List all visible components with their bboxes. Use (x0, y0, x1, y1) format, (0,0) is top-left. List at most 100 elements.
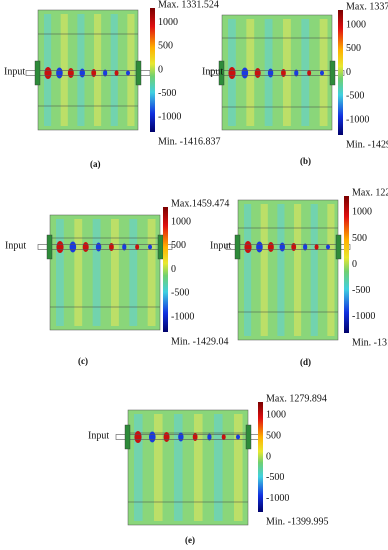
min-label: Min. -1429.04 (346, 139, 388, 150)
field-lobe (192, 433, 198, 441)
field-lobe (91, 69, 97, 77)
field-lobe (56, 67, 63, 79)
max-label: Max.1459.474 (171, 198, 229, 209)
port-flange (335, 234, 342, 260)
input-port (37, 244, 173, 250)
input-label: Input (202, 66, 223, 77)
max-label: Max. 1331.524 (158, 0, 219, 10)
field-domain (221, 14, 333, 131)
min-label: Min. -1416.837 (158, 136, 221, 147)
field-band (234, 414, 243, 521)
colorbar-tick-label: 500 (266, 430, 281, 441)
colorbar-tick-label: -1000 (266, 493, 289, 504)
panel: Input Max. 1337.657 Min. -1429.04 1000 500 0 -… (202, 1, 388, 166)
field-lobe (207, 433, 212, 441)
port-flange (234, 234, 241, 260)
field-lobe (314, 244, 319, 250)
colorbar-tick-label: 1000 (171, 216, 191, 227)
field-band (310, 204, 318, 336)
field-lobe (241, 67, 249, 79)
panel-caption: (a) (90, 159, 101, 169)
field-lobe (326, 244, 330, 250)
colorbar-tick-label: -500 (171, 288, 189, 299)
port-flange (245, 424, 252, 450)
colorbar (163, 207, 168, 332)
colorbar-tick-label: -1000 (346, 114, 369, 125)
field-band (301, 19, 310, 126)
colorbar-tick-label: -500 (158, 88, 176, 99)
field-lobe (291, 243, 297, 251)
field-lobe (69, 241, 77, 253)
colorbar-tick-label: -500 (266, 472, 284, 483)
field-lobe (228, 67, 236, 79)
colorbar-tick-label: 500 (158, 41, 173, 52)
port-flange (329, 60, 336, 86)
field-lobe (244, 241, 252, 253)
max-label: Max. 1337.657 (346, 1, 388, 12)
colorbar (150, 8, 155, 132)
panel-caption: (b) (300, 156, 311, 166)
colorbar-tick-label: 0 (158, 64, 163, 75)
colorbar-tick-label: 500 (171, 240, 186, 251)
field-lobe (163, 432, 170, 442)
field-lobe (307, 70, 312, 76)
field-lobe (82, 242, 89, 252)
port-flange (46, 234, 53, 260)
field-lobe (135, 244, 140, 250)
field-lobe (148, 431, 156, 443)
field-lobe (44, 67, 52, 79)
field-lobe (256, 241, 263, 253)
colorbar (258, 402, 263, 512)
port-flange (34, 60, 41, 86)
panel-caption: (c) (78, 356, 88, 366)
field-lobe (114, 70, 119, 76)
port-flange (135, 60, 142, 86)
field-lobe (254, 68, 261, 78)
field-lobe (67, 68, 74, 78)
field-lobe (267, 242, 274, 252)
colorbar-tick-label: 0 (266, 451, 271, 462)
field-lobe (148, 244, 152, 250)
colorbar-tick-label: 500 (346, 43, 361, 54)
field-band (111, 219, 119, 326)
min-label: Min. -1429.04 (171, 336, 229, 347)
field-lobe (279, 242, 285, 252)
panel-caption: (e) (185, 535, 195, 545)
field-band (283, 19, 291, 126)
input-label: Input (4, 66, 25, 77)
field-domain (49, 214, 161, 331)
field-domain (37, 9, 139, 131)
colorbar-tick-label: 0 (352, 259, 357, 270)
input-label: Input (210, 240, 231, 251)
max-label: Max. 1279.894 (266, 393, 327, 404)
field-lobe (221, 434, 226, 440)
field-lobe (303, 243, 308, 251)
field-band (154, 414, 163, 521)
panel: Input Max. 1279.894 Min. -1399.995 1000 500 0… (88, 393, 329, 545)
field-lobe (95, 242, 102, 252)
port-flange (124, 424, 131, 450)
field-lobe (56, 241, 64, 253)
min-label: Min. -1314.546 (352, 337, 388, 348)
panel: Input Max. 1223.904 Min. -1314.546 1000 500 0… (210, 187, 388, 367)
max-label: Max. 1223.904 (352, 187, 388, 198)
field-band (147, 219, 156, 326)
field-band (127, 14, 135, 126)
colorbar-tick-label: -1000 (352, 311, 375, 322)
input-port (209, 70, 345, 76)
field-band (60, 14, 68, 126)
colorbar-tick-label: 0 (346, 67, 351, 78)
panel: Input Max. 1331.524 Min. -1416.837 1000 500 0… (4, 0, 221, 169)
field-band (294, 204, 302, 336)
field-lobe (109, 243, 114, 251)
field-band (134, 414, 143, 521)
field-lobe (320, 70, 324, 76)
field-band (129, 219, 138, 326)
field-band (92, 219, 101, 326)
field-band (74, 219, 83, 326)
field-band (94, 14, 102, 126)
field-band (214, 414, 223, 521)
field-lobe (122, 243, 127, 251)
field-lobe (103, 69, 108, 77)
